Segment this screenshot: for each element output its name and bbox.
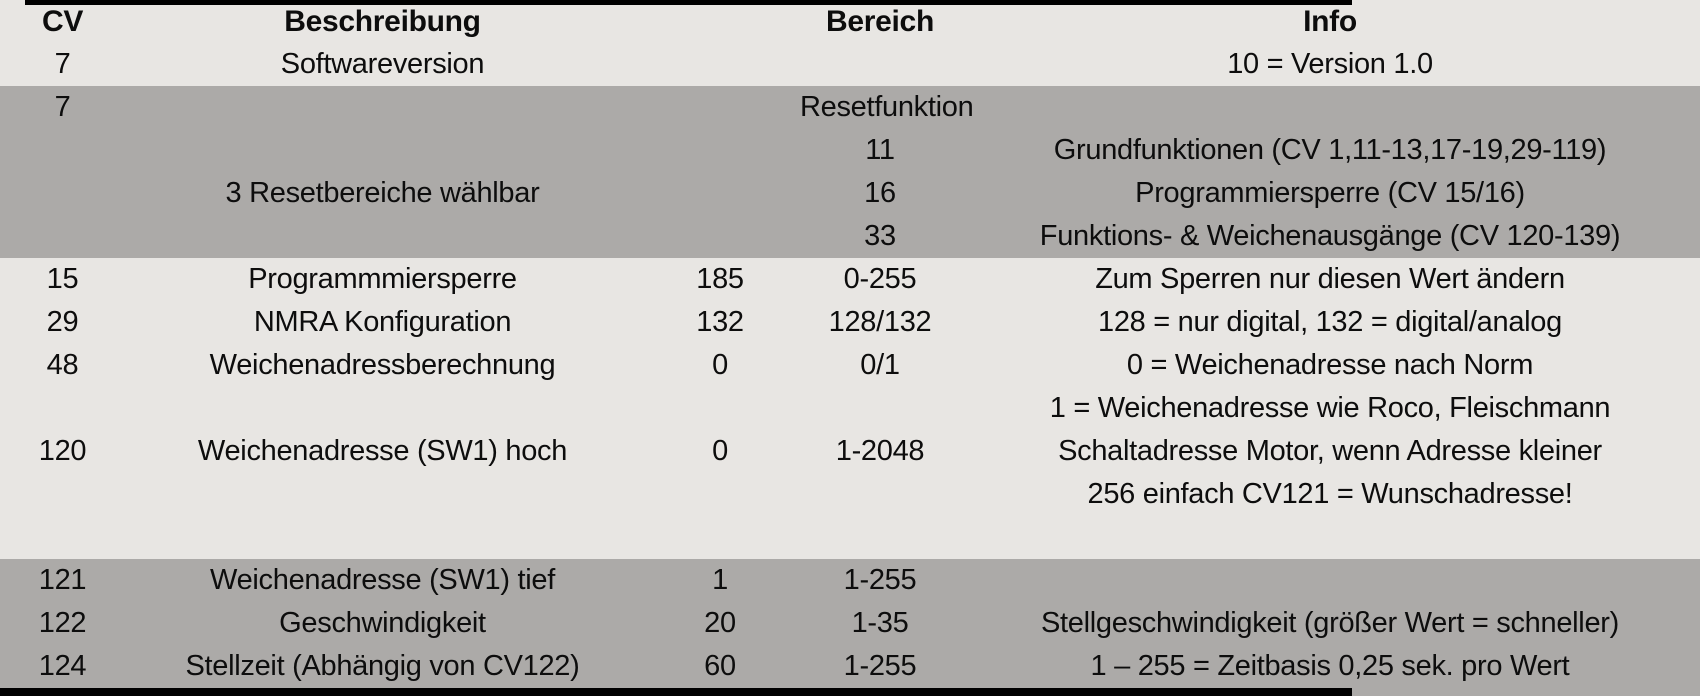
table-row: 120 Weichenadresse (SW1) hoch 0 1-2048 S… bbox=[0, 430, 1700, 473]
cell-cv: 29 bbox=[46, 306, 79, 338]
cell-beschreibung: Programmmiersperre bbox=[248, 263, 517, 295]
header-bereich: Bereich bbox=[826, 5, 934, 38]
cell-info: 1 = Weichenadresse wie Roco, Fleischmann bbox=[1049, 392, 1611, 424]
section-top: CV Beschreibung Bereich Info 7 Softwarev… bbox=[0, 0, 1700, 86]
cell-beschreibung: Softwareversion bbox=[280, 48, 485, 80]
header-beschreibung: Beschreibung bbox=[284, 5, 481, 38]
cell-bereich: 1-255 bbox=[843, 564, 917, 596]
cell-bereich: 1-2048 bbox=[835, 435, 925, 467]
cell-beschreibung: Weichenadresse (SW1) hoch bbox=[197, 435, 568, 467]
table-row: 121 Weichenadresse (SW1) tief 1 1-255 bbox=[0, 559, 1700, 602]
cell-beschreibung: Geschwindigkeit bbox=[279, 607, 486, 639]
top-border bbox=[25, 0, 1352, 5]
table-row: 124 Stellzeit (Abhängig von CV122) 60 1-… bbox=[0, 645, 1700, 688]
cell-wert: 0 bbox=[712, 435, 728, 467]
cell-info: 0 = Weichenadresse nach Norm bbox=[1126, 349, 1534, 381]
cell-wert: 20 bbox=[704, 607, 736, 639]
table-row: 256 einfach CV121 = Wunschadresse! bbox=[0, 473, 1700, 516]
table-row: 11 Grundfunktionen (CV 1,11-13,17-19,29-… bbox=[0, 129, 1700, 172]
cell-cv: 15 bbox=[46, 263, 79, 295]
cell-cv: 124 bbox=[38, 650, 87, 682]
cell-info: Grundfunktionen (CV 1,11-13,17-19,29-119… bbox=[1053, 134, 1607, 166]
cell-cv: 48 bbox=[46, 349, 79, 381]
section-middle: 15 Programmmiersperre 185 0-255 Zum Sper… bbox=[0, 258, 1700, 559]
cell-bereich: 0-255 bbox=[843, 263, 917, 295]
cell-info: 10 = Version 1.0 bbox=[1227, 48, 1433, 80]
section-reset: 7 Resetfunktion 11 Grundfunktionen (CV 1… bbox=[0, 86, 1700, 258]
cell-beschreibung: Weichenadressberechnung bbox=[209, 349, 556, 381]
table-row: 29 NMRA Konfiguration 132 128/132 128 = … bbox=[0, 301, 1700, 344]
cell-beschreibung: Weichenadresse (SW1) tief bbox=[210, 564, 555, 596]
cell-info: Funktions- & Weichenausgänge (CV 120-139… bbox=[1039, 220, 1621, 252]
cell-wert: 60 bbox=[704, 650, 736, 682]
cell-info: 1 – 255 = Zeitbasis 0,25 sek. pro Wert bbox=[1090, 650, 1570, 682]
cell-cv: 120 bbox=[38, 435, 87, 467]
cell-bereich: 16 bbox=[864, 177, 896, 209]
cell-info: Programmiersperre (CV 15/16) bbox=[1135, 177, 1525, 209]
cell-bereich: 1-255 bbox=[843, 650, 917, 682]
cell-bereich: 128/132 bbox=[828, 306, 932, 338]
bottom-border bbox=[0, 688, 1352, 696]
table-row: 7 Softwareversion 10 = Version 1.0 bbox=[0, 43, 1700, 86]
cell-info: Schaltadresse Motor, wenn Adresse kleine… bbox=[1058, 435, 1602, 467]
cell-beschreibung: Stellzeit (Abhängig von CV122) bbox=[185, 650, 580, 682]
cell-bereich: 1-35 bbox=[851, 607, 909, 639]
table-row: 122 Geschwindigkeit 20 1-35 Stellgeschwi… bbox=[0, 602, 1700, 645]
table-row: 33 Funktions- & Weichenausgänge (CV 120-… bbox=[0, 215, 1700, 258]
table-row: 1 = Weichenadresse wie Roco, Fleischmann bbox=[0, 387, 1700, 430]
cell-cv: 121 bbox=[38, 564, 87, 596]
cell-wert: 1 bbox=[712, 564, 728, 596]
section-bottom: 121 Weichenadresse (SW1) tief 1 1-255 12… bbox=[0, 559, 1700, 696]
table-row: 7 Resetfunktion bbox=[0, 86, 1700, 129]
table-row: 15 Programmmiersperre 185 0-255 Zum Sper… bbox=[0, 258, 1700, 301]
cell-cv: 7 bbox=[54, 48, 71, 80]
cell-wert: 0 bbox=[712, 349, 728, 381]
cell-beschreibung: 3 Resetbereiche wählbar bbox=[225, 177, 540, 209]
cell-bereich: 0/1 bbox=[860, 349, 900, 381]
cell-info: Stellgeschwindigkeit (größer Wert = schn… bbox=[1041, 607, 1619, 639]
cell-info: 256 einfach CV121 = Wunschadresse! bbox=[1087, 478, 1573, 510]
cell-bereich: Resetfunktion bbox=[800, 91, 974, 123]
cell-wert: 185 bbox=[696, 263, 744, 295]
cell-wert: 132 bbox=[696, 306, 744, 338]
cell-cv: 7 bbox=[54, 91, 71, 123]
cell-beschreibung: NMRA Konfiguration bbox=[253, 306, 512, 338]
header-row: CV Beschreibung Bereich Info bbox=[0, 0, 1700, 43]
cell-bereich: 11 bbox=[865, 134, 895, 166]
table-row: 48 Weichenadressberechnung 0 0/1 0 = Wei… bbox=[0, 344, 1700, 387]
header-info: Info bbox=[1303, 5, 1357, 38]
cell-cv: 122 bbox=[38, 607, 87, 639]
table-row bbox=[0, 516, 1700, 559]
cell-info: Zum Sperren nur diesen Wert ändern bbox=[1095, 263, 1565, 295]
table-row: 3 Resetbereiche wählbar 16 Programmiersp… bbox=[0, 172, 1700, 215]
cell-bereich: 33 bbox=[864, 220, 896, 252]
header-cv: CV bbox=[41, 5, 84, 38]
cell-info: 128 = nur digital, 132 = digital/analog bbox=[1098, 306, 1562, 338]
